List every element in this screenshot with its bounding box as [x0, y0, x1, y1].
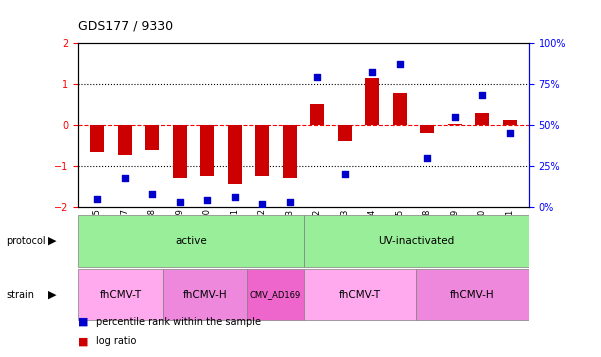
Text: fhCMV-T: fhCMV-T — [99, 290, 141, 300]
FancyBboxPatch shape — [304, 215, 529, 267]
Point — [395, 61, 404, 67]
Point — [367, 70, 377, 75]
Bar — [283, 125, 297, 178]
Point — [477, 92, 487, 98]
FancyBboxPatch shape — [163, 269, 247, 320]
Point — [203, 198, 212, 203]
Point — [285, 199, 294, 205]
Point — [120, 175, 130, 180]
Bar — [310, 104, 324, 125]
Point — [175, 199, 185, 205]
Text: ■: ■ — [78, 336, 88, 346]
Text: fhCMV-H: fhCMV-H — [183, 290, 227, 300]
Text: CMV_AD169: CMV_AD169 — [249, 290, 301, 299]
Text: protocol: protocol — [6, 236, 46, 246]
Text: fhCMV-T: fhCMV-T — [339, 290, 381, 300]
Bar — [255, 125, 269, 176]
Text: GDS177 / 9330: GDS177 / 9330 — [78, 19, 173, 32]
FancyBboxPatch shape — [304, 269, 416, 320]
Text: log ratio: log ratio — [96, 336, 136, 346]
Text: ▶: ▶ — [48, 290, 56, 300]
Point — [505, 130, 514, 136]
Bar — [365, 78, 379, 125]
Bar — [338, 125, 352, 141]
Point — [230, 194, 240, 200]
Bar — [173, 125, 187, 178]
Bar — [228, 125, 242, 185]
Text: UV-inactivated: UV-inactivated — [378, 236, 454, 246]
Bar — [201, 125, 214, 176]
Text: ▶: ▶ — [48, 236, 56, 246]
Point — [313, 75, 322, 80]
Bar — [448, 124, 462, 125]
Text: active: active — [175, 236, 207, 246]
Text: strain: strain — [6, 290, 34, 300]
Text: fhCMV-H: fhCMV-H — [450, 290, 495, 300]
FancyBboxPatch shape — [416, 269, 529, 320]
Point — [340, 171, 350, 177]
Bar — [118, 125, 132, 155]
Bar — [475, 114, 489, 125]
FancyBboxPatch shape — [78, 215, 304, 267]
Point — [450, 114, 460, 120]
Bar — [393, 93, 406, 125]
Point — [147, 191, 157, 197]
Text: ■: ■ — [78, 317, 88, 327]
Point — [423, 155, 432, 161]
Text: percentile rank within the sample: percentile rank within the sample — [96, 317, 261, 327]
Point — [257, 201, 267, 207]
Bar — [420, 125, 434, 133]
Point — [93, 196, 102, 202]
FancyBboxPatch shape — [247, 269, 304, 320]
Bar — [503, 120, 516, 125]
Bar — [145, 125, 159, 150]
FancyBboxPatch shape — [78, 269, 163, 320]
Bar — [91, 125, 104, 152]
